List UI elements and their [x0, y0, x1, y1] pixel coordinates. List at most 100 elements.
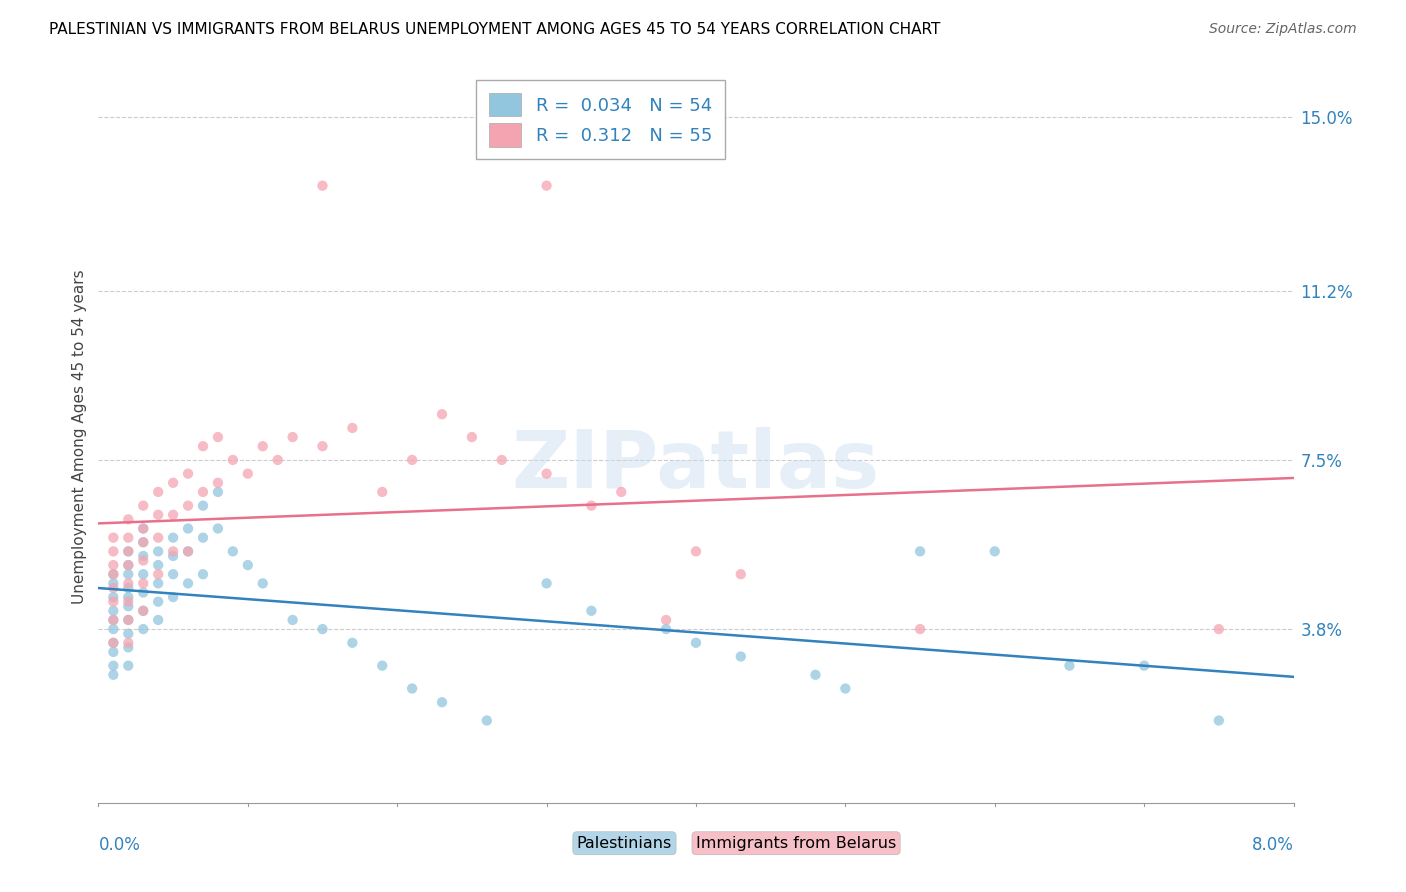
Point	[177, 544, 200, 558]
Point	[177, 467, 200, 481]
Point	[207, 485, 229, 500]
Point	[117, 581, 139, 595]
Point	[311, 622, 333, 636]
Point	[1208, 622, 1230, 636]
Point	[148, 544, 170, 558]
Point	[132, 622, 155, 636]
Point	[117, 558, 139, 573]
Point	[148, 613, 170, 627]
Point	[117, 613, 139, 627]
Point	[281, 613, 304, 627]
Point	[162, 544, 184, 558]
Point	[401, 681, 423, 696]
Point	[117, 658, 139, 673]
Point	[191, 567, 214, 582]
Point	[475, 714, 498, 728]
Point	[103, 581, 125, 595]
Point	[236, 558, 259, 573]
Point	[148, 595, 170, 609]
Point	[191, 499, 214, 513]
Point	[461, 430, 484, 444]
Point	[581, 499, 603, 513]
Point	[581, 604, 603, 618]
Point	[148, 558, 170, 573]
Point	[491, 453, 513, 467]
Point	[117, 558, 139, 573]
Point	[177, 544, 200, 558]
Point	[371, 658, 394, 673]
Point	[610, 485, 633, 500]
Point	[132, 521, 155, 535]
Point	[103, 622, 125, 636]
Point	[162, 567, 184, 582]
Point	[117, 512, 139, 526]
Point	[103, 667, 125, 681]
Text: Palestinians: Palestinians	[576, 836, 672, 851]
Point	[191, 439, 214, 453]
Text: ZIPatlas: ZIPatlas	[512, 427, 880, 506]
Point	[132, 553, 155, 567]
Point	[536, 467, 558, 481]
Text: PALESTINIAN VS IMMIGRANTS FROM BELARUS UNEMPLOYMENT AMONG AGES 45 TO 54 YEARS CO: PALESTINIAN VS IMMIGRANTS FROM BELARUS U…	[49, 22, 941, 37]
Point	[281, 430, 304, 444]
Point	[207, 475, 229, 490]
Legend: R =  0.034   N = 54, R =  0.312   N = 55: R = 0.034 N = 54, R = 0.312 N = 55	[477, 80, 724, 160]
Point	[132, 521, 155, 535]
Text: 8.0%: 8.0%	[1251, 836, 1294, 854]
Point	[207, 521, 229, 535]
Point	[177, 521, 200, 535]
Point	[103, 567, 125, 582]
Point	[132, 604, 155, 618]
Point	[536, 576, 558, 591]
Point	[148, 531, 170, 545]
Point	[103, 558, 125, 573]
Point	[1208, 714, 1230, 728]
Point	[984, 544, 1007, 558]
Point	[908, 622, 931, 636]
Point	[342, 421, 364, 435]
Point	[804, 667, 827, 681]
Point	[162, 549, 184, 563]
Point	[117, 626, 139, 640]
Point	[162, 590, 184, 604]
Point	[117, 544, 139, 558]
Point	[162, 475, 184, 490]
Point	[1059, 658, 1081, 673]
Point	[685, 636, 707, 650]
Point	[117, 576, 139, 591]
Point	[103, 645, 125, 659]
Point	[103, 567, 125, 582]
Point	[132, 576, 155, 591]
Text: Immigrants from Belarus: Immigrants from Belarus	[696, 836, 896, 851]
Point	[148, 576, 170, 591]
Point	[371, 485, 394, 500]
Text: Source: ZipAtlas.com: Source: ZipAtlas.com	[1209, 22, 1357, 37]
Point	[655, 613, 678, 627]
Point	[103, 595, 125, 609]
Point	[103, 604, 125, 618]
Point	[103, 636, 125, 650]
Point	[117, 595, 139, 609]
Point	[103, 658, 125, 673]
Point	[148, 567, 170, 582]
Point	[117, 544, 139, 558]
Point	[162, 531, 184, 545]
Point	[222, 544, 245, 558]
Point	[207, 430, 229, 444]
Point	[162, 508, 184, 522]
Point	[236, 467, 259, 481]
Point	[311, 178, 333, 193]
Point	[117, 613, 139, 627]
Point	[177, 499, 200, 513]
Point	[730, 649, 752, 664]
Point	[103, 613, 125, 627]
Point	[103, 590, 125, 604]
Point	[908, 544, 931, 558]
Point	[342, 636, 364, 650]
Point	[117, 590, 139, 604]
Point	[117, 531, 139, 545]
Point	[117, 636, 139, 650]
Point	[132, 567, 155, 582]
Point	[148, 485, 170, 500]
Point	[132, 549, 155, 563]
